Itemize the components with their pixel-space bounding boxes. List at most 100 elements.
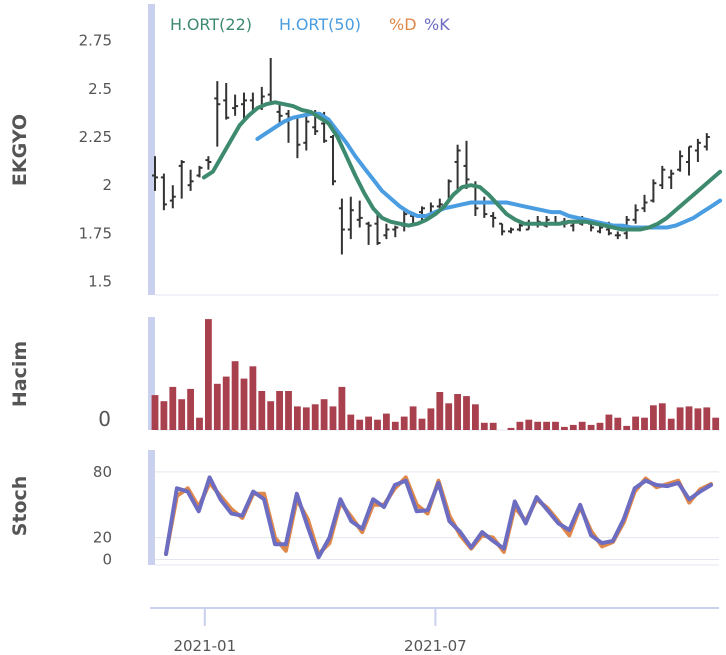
volume-bar bbox=[552, 421, 559, 430]
stoch-y-tick-label: 0 bbox=[102, 551, 112, 569]
legend: H.ORT(22) H.ORT(50) %D %K bbox=[170, 15, 450, 34]
volume-bar bbox=[480, 422, 488, 430]
price-y-tick-label: 2.25 bbox=[79, 128, 112, 146]
volume-bar bbox=[187, 388, 194, 430]
legend-sma50[interactable]: H.ORT(50) bbox=[279, 15, 361, 34]
ohlc-bar bbox=[463, 140, 470, 189]
ohlc-bar bbox=[481, 196, 488, 218]
k-series-line bbox=[164, 475, 713, 560]
ohlc-bar bbox=[285, 110, 292, 143]
price-y-tick-label: 2.75 bbox=[79, 32, 112, 50]
volume-bar bbox=[196, 417, 203, 430]
sma22-series-line bbox=[201, 100, 723, 232]
stoch-y-tick-label: 20 bbox=[93, 529, 112, 547]
volume-bar bbox=[222, 376, 230, 430]
price-y-tick-label: 1.75 bbox=[79, 224, 112, 242]
volume-bar bbox=[365, 416, 372, 430]
volume-bar bbox=[694, 408, 702, 430]
ohlc-bar bbox=[516, 223, 523, 232]
volume-bar bbox=[329, 406, 337, 430]
ohlc-bar bbox=[499, 222, 506, 236]
ohlc-bar bbox=[597, 225, 603, 234]
ohlc-bar bbox=[659, 165, 666, 189]
price-y-tick-label: 2 bbox=[102, 176, 112, 194]
volume-bar bbox=[605, 414, 613, 430]
volume-bar bbox=[685, 406, 693, 430]
ohlc-bar bbox=[152, 156, 158, 191]
price-y-axis-label: EKGYO bbox=[9, 114, 31, 186]
price-axis-bar bbox=[148, 4, 155, 295]
ohlc-bar bbox=[187, 169, 194, 191]
volume-bar bbox=[507, 427, 515, 430]
volume-bar bbox=[160, 401, 168, 430]
volume-bar bbox=[587, 424, 595, 430]
legend-k[interactable]: %K bbox=[424, 15, 450, 34]
x-ticks: 2021-01 2021-07 bbox=[173, 608, 467, 655]
ohlc-bar bbox=[703, 133, 710, 151]
ohlc-bar bbox=[641, 194, 648, 213]
price-y-ticks: 2.75 2.5 2.25 2 1.75 1.5 bbox=[79, 32, 112, 291]
volume-bar bbox=[658, 403, 666, 430]
x-tick-label: 2021-01 bbox=[173, 637, 236, 655]
ohlc-bar bbox=[223, 83, 230, 120]
volume-bar bbox=[454, 394, 461, 430]
volume-bars bbox=[151, 319, 720, 430]
ohlc-bar bbox=[241, 92, 247, 120]
stoch-y-tick-label: 80 bbox=[93, 463, 112, 481]
ohlc-bar bbox=[267, 58, 274, 105]
volume-bar bbox=[338, 386, 346, 430]
volume-bar bbox=[561, 426, 568, 430]
volume-bar bbox=[240, 378, 248, 430]
volume-bar bbox=[302, 407, 310, 430]
ohlc-bar bbox=[160, 173, 167, 211]
volume-bar bbox=[356, 419, 364, 430]
volume-bar bbox=[249, 366, 257, 430]
ohlc-bar bbox=[694, 138, 701, 162]
volume-y-tick: 0 bbox=[98, 407, 111, 431]
ohlc-bar bbox=[169, 185, 176, 209]
volume-bar bbox=[311, 404, 319, 430]
volume-bar bbox=[534, 421, 542, 430]
ohlc-bar bbox=[303, 115, 310, 151]
ohlc-bar bbox=[214, 81, 221, 147]
ohlc-bar bbox=[178, 160, 185, 199]
volume-bar bbox=[712, 417, 720, 430]
ohlc-bar bbox=[686, 145, 692, 176]
ohlc-bar bbox=[632, 204, 639, 224]
volume-bar bbox=[623, 425, 631, 430]
volume-bar bbox=[578, 421, 586, 430]
volume-bar bbox=[374, 419, 381, 430]
volume-bar bbox=[409, 406, 417, 430]
volume-bar bbox=[676, 407, 684, 430]
ohlc-bar bbox=[196, 165, 203, 178]
stoch-gridlines bbox=[155, 471, 719, 560]
stoch-y-ticks: 80 20 0 bbox=[93, 463, 112, 569]
ohlc-bar bbox=[347, 196, 354, 240]
ohlc-bar bbox=[401, 210, 408, 232]
price-y-tick-label: 1.5 bbox=[88, 273, 112, 291]
volume-bar bbox=[516, 421, 524, 430]
ohlc-bar bbox=[650, 179, 657, 203]
volume-bar bbox=[463, 396, 470, 430]
sma50-series-line bbox=[255, 111, 723, 230]
volume-bar bbox=[525, 419, 533, 430]
volume-bar bbox=[472, 404, 479, 430]
ohlc-bar bbox=[374, 214, 381, 245]
ohlc-bar bbox=[490, 212, 497, 228]
volume-bar bbox=[543, 421, 550, 430]
volume-bar bbox=[667, 418, 675, 430]
legend-d[interactable]: %D bbox=[389, 15, 417, 34]
volume-bar bbox=[347, 414, 355, 430]
ohlc-bar bbox=[294, 115, 301, 159]
volume-bar bbox=[258, 391, 266, 430]
ohlc-bar bbox=[392, 225, 399, 238]
volume-bar bbox=[596, 422, 604, 430]
volume-bar bbox=[445, 403, 453, 430]
legend-sma22[interactable]: H.ORT(22) bbox=[170, 15, 252, 34]
price-panel: 2.75 2.5 2.25 2 1.75 1.5 EKGYO H.ORT(22) H.OR… bbox=[9, 4, 723, 296]
volume-bar bbox=[641, 417, 648, 430]
ohlc-bar bbox=[454, 144, 461, 189]
volume-bar bbox=[489, 422, 497, 430]
volume-bar bbox=[320, 399, 328, 430]
